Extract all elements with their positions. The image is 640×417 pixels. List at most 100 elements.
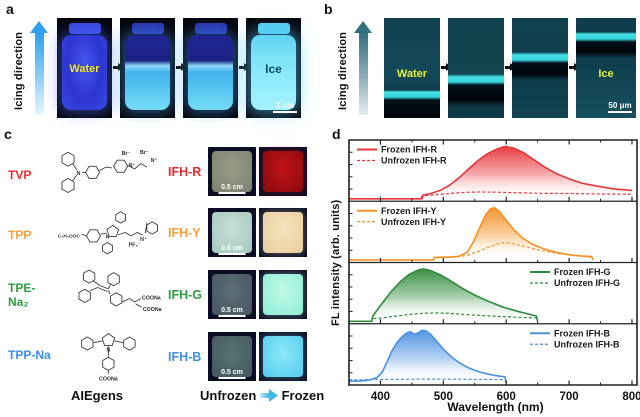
micrograph-freezing-2 bbox=[512, 18, 568, 118]
icing-direction-arrow-a bbox=[30, 21, 48, 115]
process-arrow-icon bbox=[569, 63, 580, 70]
arrow-head-icon bbox=[30, 21, 48, 33]
scale-bar-text: 50 μm bbox=[608, 101, 632, 110]
vial-freezing-2 bbox=[188, 23, 233, 111]
scale-bar-line bbox=[608, 111, 632, 113]
scale-bar-text: 0.5 cm bbox=[221, 245, 243, 252]
molecule-row-tppna: TPP-Na N COONa bbox=[8, 326, 168, 384]
scale-bar-05cm: 0.5 cm bbox=[218, 245, 246, 255]
arrow-shaft bbox=[358, 33, 368, 115]
unfrozen-caption: Unfrozen bbox=[200, 388, 257, 403]
ifh-y-label: IFH-Y bbox=[168, 226, 201, 240]
scale-bar-text: 1 cm bbox=[275, 101, 295, 110]
svg-text:Br⁻: Br⁻ bbox=[140, 150, 149, 156]
micrograph-ice: Ice 50 μm bbox=[576, 18, 636, 118]
process-arrow-icon bbox=[176, 63, 187, 70]
ifh-b-label: IFH-B bbox=[168, 350, 202, 364]
icing-direction-label-a: Icing direction bbox=[13, 31, 25, 111]
scale-bar-text: 0.5 cm bbox=[221, 369, 243, 376]
ifh-g-row: IFH-G 0.5 cm bbox=[168, 270, 308, 319]
panel-letter-b: b bbox=[324, 1, 333, 17]
scale-bar-line bbox=[273, 111, 297, 113]
icing-direction-arrow-b bbox=[354, 21, 372, 115]
molecule-row-tpp: TPP C₂H₅OOC N PF₆⁻ N⁺ bbox=[8, 206, 168, 264]
structure-tppna: N COONa bbox=[81, 332, 136, 382]
svg-text:Unfrozen IFH-R: Unfrozen IFH-R bbox=[381, 156, 447, 166]
photo-vial-partial-1 bbox=[120, 18, 175, 118]
svg-text:COONa: COONa bbox=[142, 295, 161, 301]
svg-text:Br⁻: Br⁻ bbox=[122, 151, 131, 157]
vial-body bbox=[125, 35, 170, 110]
hydrogel-square bbox=[212, 274, 252, 315]
svg-text:N⁺: N⁺ bbox=[140, 237, 147, 243]
vial-water: Water bbox=[62, 23, 107, 111]
ifh-g-label: IFH-G bbox=[168, 288, 203, 302]
ifh-y-unfrozen-photo: 0.5 cm bbox=[208, 208, 256, 257]
ice-label: Ice bbox=[265, 61, 282, 76]
scale-bar-05cm: 0.5 cm bbox=[218, 307, 246, 317]
svg-text:Unfrozen IFH-B: Unfrozen IFH-B bbox=[554, 339, 620, 349]
ifh-r-row: IFH-R 0.5 cm bbox=[168, 147, 308, 196]
ifh-r-unfrozen-photo: 0.5 cm bbox=[208, 147, 256, 196]
scale-bar-line bbox=[218, 192, 246, 194]
svg-text:COONa: COONa bbox=[99, 376, 118, 382]
aiegens-caption: AIEgens bbox=[70, 388, 123, 403]
unfrozen-frozen-caption: Unfrozen Frozen bbox=[200, 388, 324, 403]
vial-cap bbox=[131, 23, 164, 34]
svg-text:N⁺: N⁺ bbox=[129, 163, 136, 169]
vial-cap bbox=[68, 23, 101, 34]
scale-bar-line bbox=[218, 377, 246, 379]
molecule-name-tppna: TPP-Na bbox=[8, 348, 51, 362]
vial-cap bbox=[257, 23, 290, 34]
structure-tpena2: COONa COONa bbox=[78, 269, 162, 313]
svg-text:Unfrozen IFH-Y: Unfrozen IFH-Y bbox=[381, 217, 446, 227]
vial-body bbox=[188, 35, 233, 110]
ifh-b-frozen-photo bbox=[259, 332, 307, 381]
icing-direction-label-b: Icing direction bbox=[337, 31, 349, 111]
water-label: Water bbox=[69, 63, 100, 76]
molecule-name-tpp: TPP bbox=[8, 228, 32, 242]
scale-bar-1cm: 1 cm bbox=[273, 101, 297, 113]
hydrogel-square bbox=[212, 151, 252, 192]
water-label: Water bbox=[396, 68, 428, 80]
vial-body bbox=[62, 35, 107, 110]
svg-text:600: 600 bbox=[497, 391, 516, 403]
ifh-g-unfrozen-photo: 0.5 cm bbox=[208, 270, 256, 319]
process-arrow-icon bbox=[239, 63, 250, 70]
svg-text:C₂H₅OOC: C₂H₅OOC bbox=[58, 234, 81, 240]
svg-text:800: 800 bbox=[622, 391, 640, 403]
ifh-g-frozen-photo bbox=[259, 270, 307, 319]
arrow-head-icon bbox=[354, 21, 372, 33]
panel-letter-c: c bbox=[4, 126, 12, 142]
molecule-row-tpena2: TPE-Na₂ COONa COONa bbox=[8, 266, 168, 324]
svg-text:500: 500 bbox=[434, 391, 453, 403]
process-arrow-icon bbox=[441, 63, 452, 70]
svg-text:Frozen IFH-B: Frozen IFH-B bbox=[554, 328, 610, 338]
molecule-name-tvp: TVP bbox=[8, 168, 32, 182]
hydrogel-square bbox=[263, 336, 303, 377]
ifh-r-label: IFH-R bbox=[168, 165, 202, 179]
hydrogel-square bbox=[212, 336, 252, 377]
photo-vial-ice: Ice 1 cm bbox=[246, 18, 301, 118]
photo-vial-partial-2 bbox=[183, 18, 238, 118]
ice-label: Ice bbox=[598, 68, 614, 80]
hydrogel-square bbox=[263, 274, 303, 315]
svg-text:N: N bbox=[106, 347, 110, 353]
svg-text:700: 700 bbox=[559, 391, 578, 403]
scale-bar-text: 0.5 cm bbox=[221, 307, 243, 314]
frozen-caption: Frozen bbox=[281, 388, 325, 403]
ifh-b-unfrozen-photo: 0.5 cm bbox=[208, 332, 256, 381]
scale-bar-line bbox=[218, 315, 246, 317]
structure-tvp: NBr⁻N⁺Br⁻N⁺ bbox=[61, 150, 157, 194]
vial-cap bbox=[194, 23, 227, 34]
svg-text:Frozen IFH-Y: Frozen IFH-Y bbox=[381, 206, 437, 216]
scale-bar-05cm: 0.5 cm bbox=[218, 184, 246, 194]
hydrogel-square bbox=[263, 151, 303, 192]
scale-bar-05cm: 0.5 cm bbox=[218, 369, 246, 379]
svg-text:COONa: COONa bbox=[143, 307, 162, 313]
molecule-row-tvp: TVP N Br⁻ N⁺ Br⁻ N⁺ bbox=[8, 146, 168, 204]
svg-text:Frozen IFH-G: Frozen IFH-G bbox=[554, 267, 611, 277]
structure-tpp: C₂H₅OOC N PF₆⁻N⁺ bbox=[58, 211, 159, 255]
hydrogel-square bbox=[212, 212, 252, 253]
